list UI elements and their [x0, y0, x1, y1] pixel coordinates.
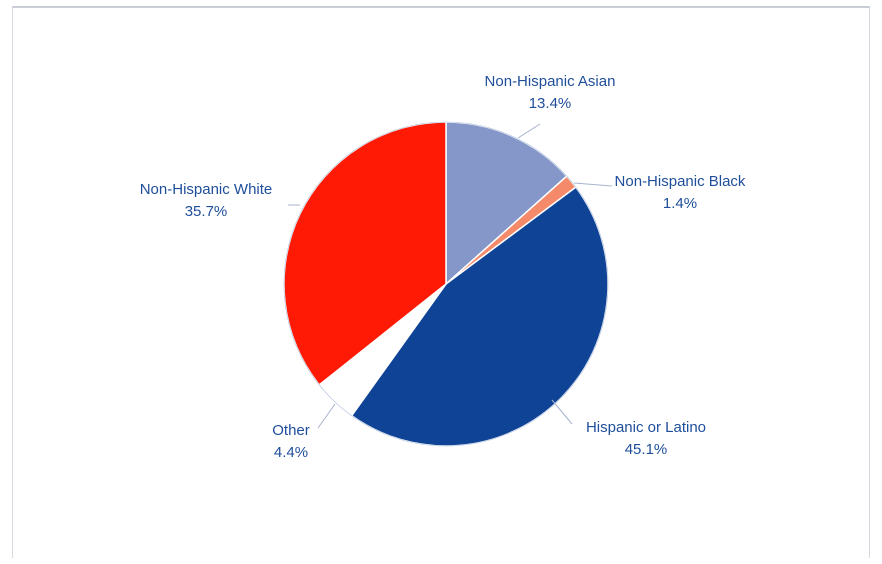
slice-label-other: Other [272, 422, 310, 439]
pie-slice-non-hispanic-asian [445, 121, 568, 286]
slice-label-non-hispanic-black: Non-Hispanic Black [615, 173, 746, 190]
chart-frame [12, 6, 870, 558]
leader-line-non-hispanic-black [573, 182, 613, 187]
pie-slice-hispanic-or-latino [350, 186, 609, 447]
slice-value-non-hispanic-black: 1.4% [663, 195, 697, 212]
slice-label-non-hispanic-asian: Non-Hispanic Asian [485, 73, 616, 90]
pie-slice-non-hispanic-white [283, 121, 447, 386]
pie-outline [283, 121, 609, 447]
leader-line-other [317, 403, 336, 429]
leader-line-non-hispanic-asian [517, 123, 541, 139]
slice-value-non-hispanic-white: 35.7% [185, 203, 228, 220]
slice-value-non-hispanic-asian: 13.4% [529, 95, 572, 112]
slice-value-hispanic-or-latino: 45.1% [625, 441, 668, 458]
slice-label-hispanic-or-latino: Hispanic or Latino [586, 419, 706, 436]
slice-value-other: 4.4% [274, 444, 308, 461]
slice-label-non-hispanic-white: Non-Hispanic White [140, 181, 273, 198]
leader-line-hispanic-or-latino [551, 399, 573, 425]
